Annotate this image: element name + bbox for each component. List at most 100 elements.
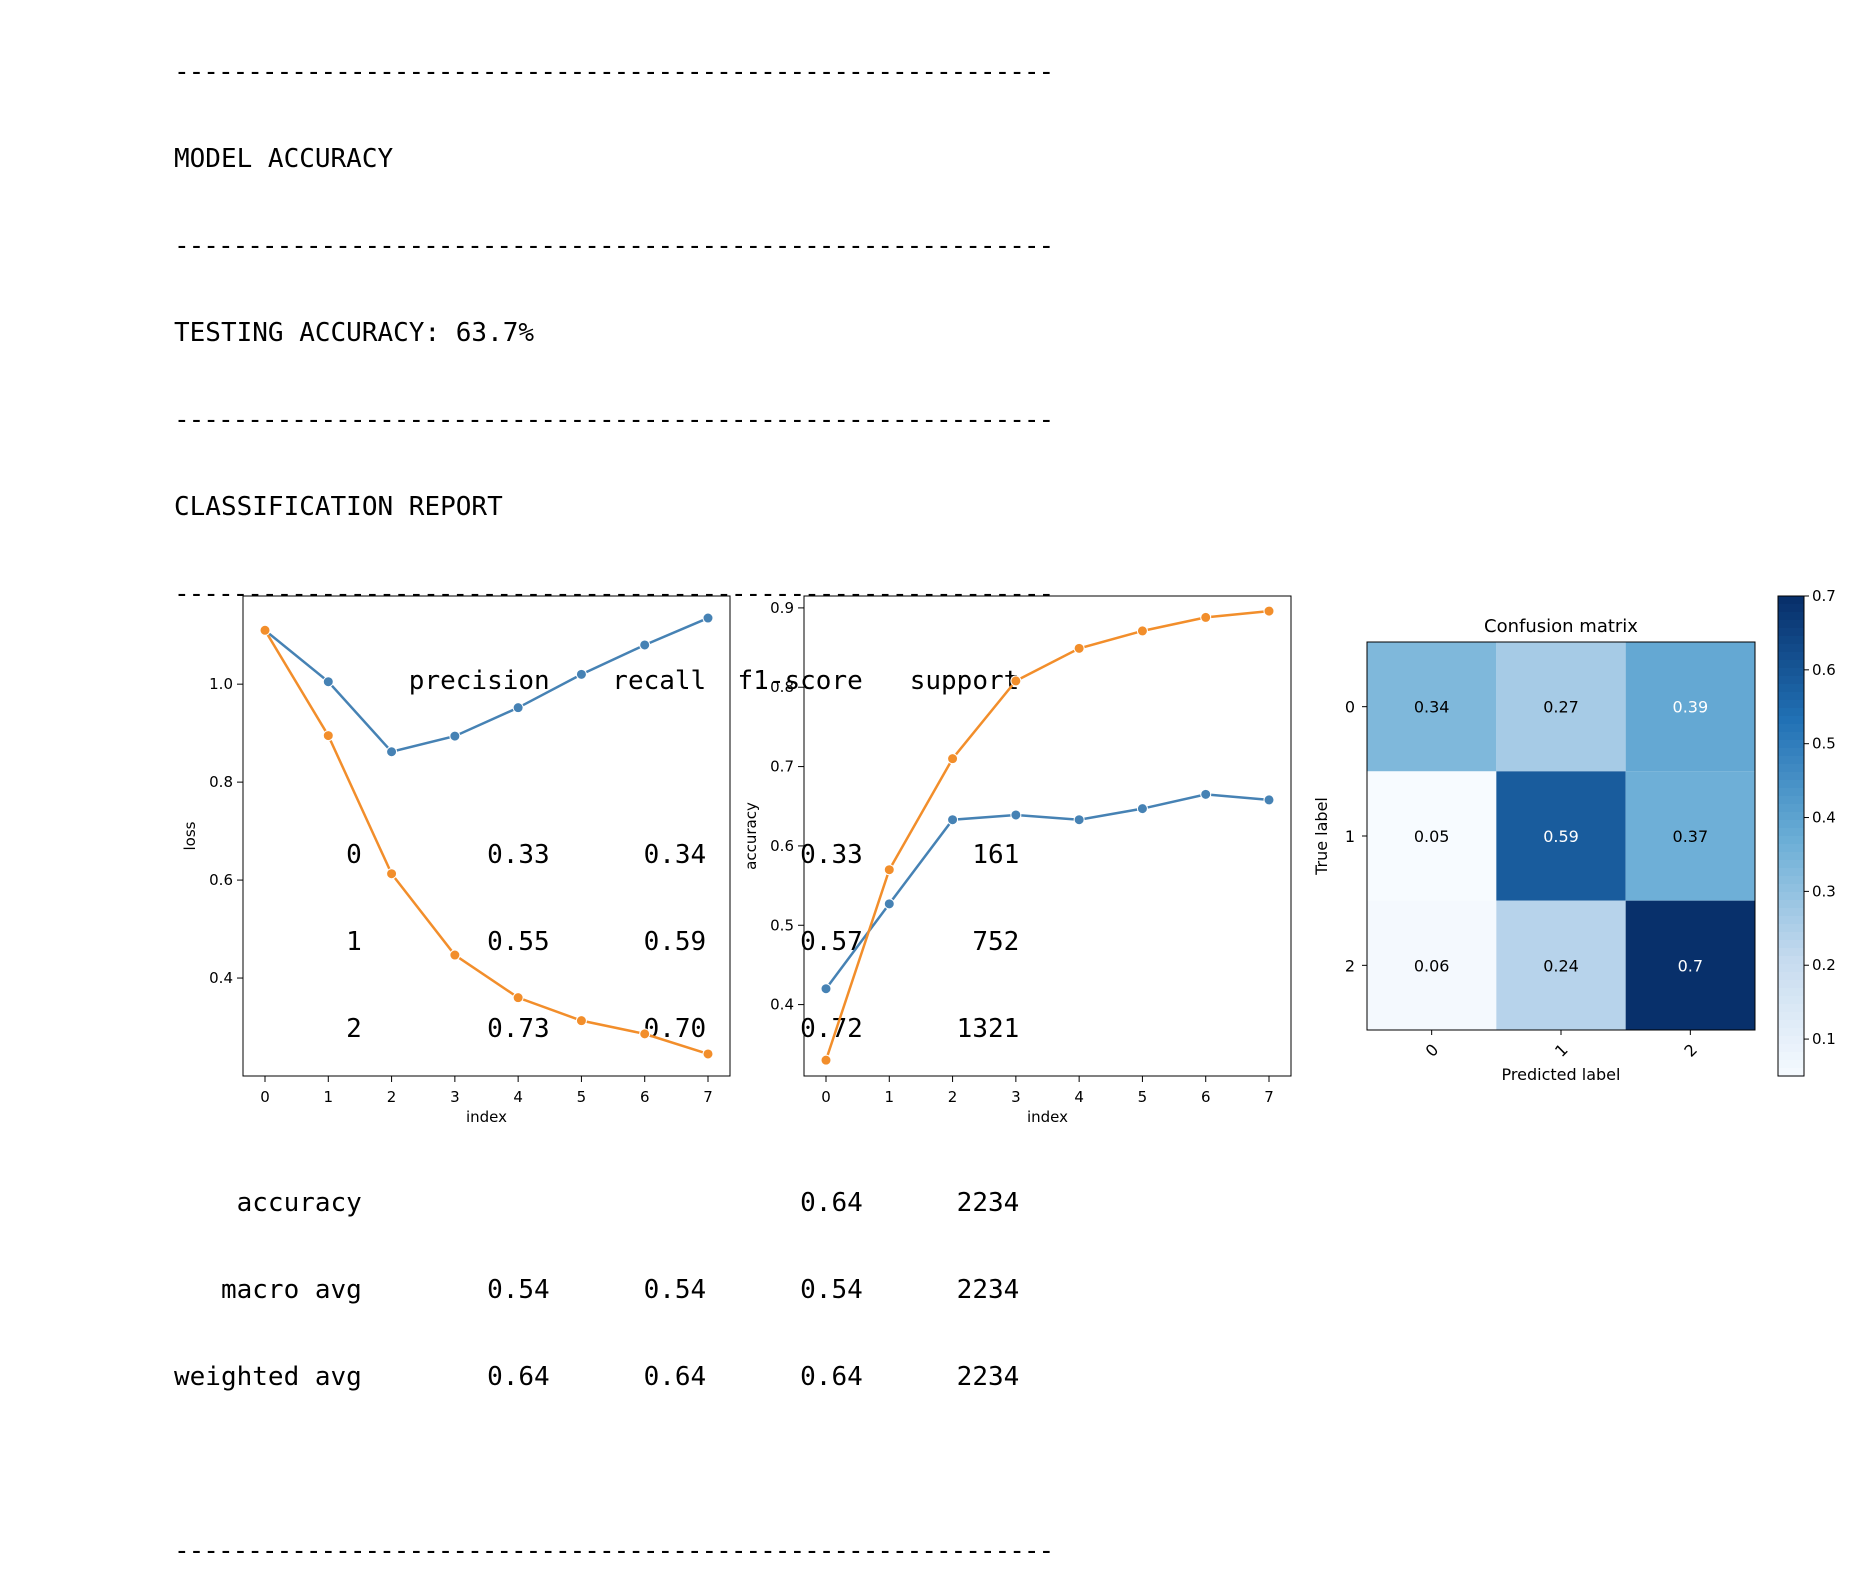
colorbar-tick-label: 0.6 [1812, 661, 1836, 679]
colorbar-segment [1778, 932, 1804, 941]
colorbar-segment [1778, 756, 1804, 765]
heatmap-cell [1496, 771, 1626, 901]
colorbar-segment [1778, 836, 1804, 845]
y-tick-label: 0.8 [209, 773, 233, 791]
report-row-class-0: 0 0.33 0.34 0.33 161 [174, 840, 1020, 870]
colorbar-segment [1778, 612, 1804, 621]
series-0-point [575, 668, 587, 680]
colorbar-segment [1778, 852, 1804, 861]
report-row-class-2: 2 0.73 0.70 0.72 1321 [174, 1014, 1020, 1044]
x-tick-label: 6 [640, 1088, 650, 1106]
colorbar-segment [1778, 812, 1804, 821]
colorbar-segment [1778, 972, 1804, 981]
colorbar-segment [1778, 892, 1804, 901]
y-tick-label: 0.4 [209, 969, 233, 987]
y-tick-label: 0.8 [770, 678, 794, 696]
y-tick-label: 0.4 [770, 996, 794, 1014]
colorbar-segment [1778, 924, 1804, 933]
chart-title: Confusion matrix [1484, 616, 1638, 637]
colorbar-tick-label: 0.4 [1812, 809, 1836, 827]
series-0-point [512, 702, 524, 714]
y-axis-label: True label [1312, 797, 1331, 876]
y-axis-label: loss [181, 821, 199, 850]
divider-rule: ----------------------------------------… [174, 579, 1054, 609]
x-tick-label: 5 [577, 1088, 587, 1106]
colorbar-segment [1778, 900, 1804, 909]
series-1-point [702, 1048, 714, 1060]
cell-value-label: 0.06 [1414, 956, 1450, 975]
model-accuracy-heading: MODEL ACCURACY [174, 144, 394, 174]
heatmap-cell [1625, 642, 1755, 772]
heatmap-cell [1367, 900, 1497, 1030]
series-0-point [702, 612, 714, 624]
report-row-accuracy: accuracy 0.64 2234 [174, 1188, 1020, 1218]
x-tick-label: 0 [1422, 1040, 1443, 1061]
cell-value-label: 0.59 [1543, 827, 1579, 846]
colorbar-segment [1778, 996, 1804, 1005]
colorbar-segment [1778, 964, 1804, 973]
series-0-point [1010, 809, 1022, 821]
x-tick-label: 4 [513, 1088, 523, 1106]
colorbar-segment [1778, 980, 1804, 989]
colorbar-segment [1778, 676, 1804, 685]
series-1-point [820, 1054, 832, 1066]
series-1-point [1263, 605, 1275, 617]
plot-frame-accuracy [803, 595, 1292, 1077]
x-tick-label: 6 [1201, 1088, 1211, 1106]
x-tick-label: 7 [703, 1088, 713, 1106]
colorbar-frame [1777, 595, 1805, 1077]
x-tick-label: 2 [1680, 1040, 1701, 1061]
series-1-point [512, 992, 524, 1004]
series-0-point [639, 639, 651, 651]
training-charts: 0 1 2 3 4 5 6 7 0.4 0.6 0.8 1.0 index loss 0 1 2 3 4 5 6 7 0.4… [181, 587, 1836, 1126]
colorbar-tick-label: 0.5 [1812, 735, 1836, 753]
series-1-point [639, 1028, 651, 1040]
colorbar-segment [1778, 620, 1804, 629]
heatmap-cell [1367, 771, 1497, 901]
colorbar-segment [1778, 636, 1804, 645]
x-tick-label: 1 [885, 1088, 895, 1106]
series-0-point [1263, 794, 1275, 806]
colorbar-segment [1778, 844, 1804, 853]
cell-value-label: 0.24 [1543, 956, 1579, 975]
x-axis-label: index [466, 1108, 507, 1126]
x-tick-label: 1 [324, 1088, 334, 1106]
series-0-point [322, 676, 334, 688]
colorbar-segment [1778, 1036, 1804, 1045]
plot-frame-loss [242, 595, 731, 1077]
colorbar-segment [1778, 916, 1804, 925]
divider-rule: ----------------------------------------… [174, 57, 1054, 87]
series-1-point [1073, 642, 1085, 654]
colorbar-segment [1778, 764, 1804, 773]
y-tick-label: 0 [1345, 698, 1355, 717]
series-line-0 [824, 793, 1270, 990]
colorbar-segment [1778, 772, 1804, 781]
x-tick-label: 2 [948, 1088, 958, 1106]
divider-rule: ----------------------------------------… [174, 1536, 1054, 1566]
series-line-1 [824, 609, 1270, 1061]
report-row-class-1: 1 0.55 0.59 0.57 752 [174, 927, 1020, 957]
divider-rule: ----------------------------------------… [174, 231, 1054, 261]
y-tick-label: 0.9 [770, 599, 794, 617]
series-1-point [259, 624, 271, 636]
colorbar-segment [1778, 1004, 1804, 1013]
x-tick-label: 1 [1551, 1040, 1572, 1061]
colorbar-segment [1778, 660, 1804, 669]
colorbar-segment [1778, 940, 1804, 949]
series-1-point [1136, 625, 1148, 637]
colorbar-segment [1778, 884, 1804, 893]
colorbar-segment [1778, 780, 1804, 789]
y-tick-label: 0.5 [770, 916, 794, 934]
y-tick-label: 1.0 [209, 675, 233, 693]
colorbar-segment [1778, 652, 1804, 661]
colorbar-segment [1778, 1012, 1804, 1021]
colorbar-segment [1778, 796, 1804, 805]
y-tick-label: 0.6 [209, 871, 233, 889]
colorbar-tick-label: 0.7 [1812, 587, 1836, 605]
colorbar-segment [1778, 668, 1804, 677]
colorbar-segment [1778, 948, 1804, 957]
classification-report-heading: CLASSIFICATION REPORT [174, 492, 503, 522]
series-line-0 [264, 616, 709, 754]
x-tick-label: 4 [1074, 1088, 1084, 1106]
blank-line [174, 1450, 1053, 1479]
